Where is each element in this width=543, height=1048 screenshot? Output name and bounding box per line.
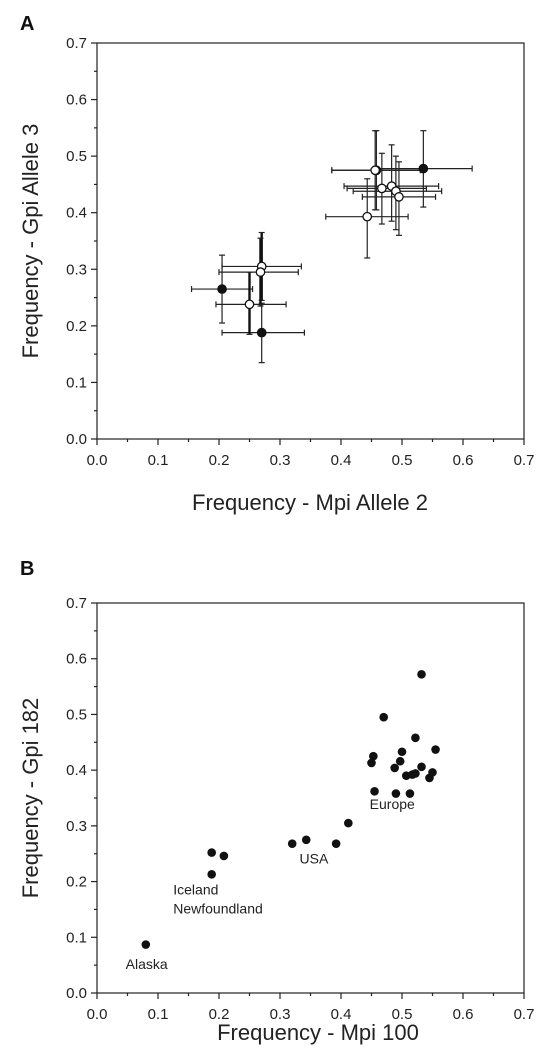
panel-b-annotation-europe: Europe xyxy=(370,796,415,812)
panel-b-y-tick-label: 0.1 xyxy=(66,929,87,946)
panel-a-y-tick-label: 0.3 xyxy=(66,261,87,278)
panel-a-y-axis-label: Frequency - Gpi Allele 3 xyxy=(18,124,43,359)
panel-b-point xyxy=(141,940,151,949)
panel-a-y-tick-label: 0.0 xyxy=(66,431,87,448)
panel-b-letter: B xyxy=(20,558,34,580)
panel-a-y-tick-label: 0.4 xyxy=(66,205,87,222)
panel-a-plot-frame xyxy=(96,42,525,440)
panel-a-y-tick-label: 0.5 xyxy=(66,148,87,165)
panel-a-filled-point xyxy=(256,327,267,338)
panel-b-point xyxy=(367,758,376,768)
panel-a-letter: A xyxy=(20,13,34,35)
panel-b-y-tick-label: 0.2 xyxy=(66,874,87,891)
panel-a-open-point xyxy=(362,211,373,222)
panel-b-point xyxy=(428,768,437,777)
panel-b-point xyxy=(219,851,229,861)
panel-b-point xyxy=(379,712,389,722)
panel-b-y-tick-label: 0.5 xyxy=(66,706,87,723)
panel-b-annotation-newfoundland: Newfoundland xyxy=(173,900,263,916)
panel-b-annotation-iceland: Iceland xyxy=(173,881,218,897)
panel-b-annotations: Europe USA Iceland Newfoundland Alaska xyxy=(126,796,415,972)
panel-a-filled-point xyxy=(418,163,429,174)
panel-a-open-point xyxy=(370,165,381,176)
panel-a-filled-point xyxy=(217,284,227,294)
panel-a-points xyxy=(217,163,429,338)
panel-b-ticks: 0.0 0.1 0.2 0.3 0.4 0.5 0.6 0.7 0.0 0.1 0.2 0.3 0.4 0… xyxy=(66,595,534,1023)
panel-b-x-tick-label: 0.5 xyxy=(392,1006,413,1023)
panel-a-open-point xyxy=(255,267,266,277)
panel-b-point xyxy=(391,789,401,798)
panel-a-x-tick-label: 0.0 xyxy=(87,452,108,469)
panel-a-open-point xyxy=(377,183,387,194)
panel-a-y-tick-label: 0.6 xyxy=(66,92,87,109)
panel-b: B 0.0 0.1 0.2 0.3 0.4 0.5 0.6 0.70.00.10.20.30.… xyxy=(18,558,534,1045)
panel-b-point xyxy=(369,751,378,761)
panel-b-point xyxy=(397,747,407,757)
panel-b-x-tick-label: 0.6 xyxy=(453,1006,474,1023)
panel-b-y-axis-label: Frequency - Gpi 182 xyxy=(18,698,43,899)
panel-b-point xyxy=(207,870,216,879)
panel-b-point xyxy=(417,670,426,679)
panel-a-x-tick-label: 0.2 xyxy=(209,452,230,469)
panel-b-point xyxy=(431,745,440,754)
panel-a-open-point xyxy=(244,299,255,310)
panel-a-x-tick-label: 0.6 xyxy=(453,452,474,469)
panel-b-point xyxy=(411,733,420,743)
panel-b-x-tick-label: 0.4 xyxy=(331,1006,352,1023)
panel-b-point xyxy=(411,769,420,778)
panel-a-error-bars xyxy=(190,130,473,364)
panel-a-y-tick-label: 0.7 xyxy=(66,35,87,52)
panel-b-point xyxy=(370,787,379,796)
panel-b-annotation-alaska: Alaska xyxy=(126,956,168,972)
panel-a-x-axis-label: Frequency - Mpi Allele 2 xyxy=(192,490,428,515)
panel-b-y-tick-label: 0.4 xyxy=(66,762,87,779)
panel-b-annotation-usa: USA xyxy=(300,851,329,867)
panel-b-points xyxy=(141,670,440,949)
panel-b-point xyxy=(395,756,405,766)
panel-b-plot-frame xyxy=(96,602,525,994)
panel-b-y-tick-label: 0.0 xyxy=(66,985,87,1002)
panel-b-y-tick-label: 0.6 xyxy=(66,651,87,668)
panel-b-point xyxy=(287,839,297,848)
panel-b-y-tick-label: 0.3 xyxy=(66,818,87,835)
panel-b-point xyxy=(301,835,311,845)
panel-a-x-tick-label: 0.7 xyxy=(514,452,535,469)
panel-b-point xyxy=(331,839,341,848)
panel-b-point xyxy=(344,818,353,828)
panel-a-ticks: 0.0 0.1 0.2 0.3 0.4 0.5 0.6 0.7 0.0 0.1 0.2 0.3 0.4 0… xyxy=(66,35,534,469)
panel-b-y-tick-label: 0.7 xyxy=(66,595,87,612)
panel-b-x-tick-label: 0.3 xyxy=(270,1006,291,1023)
panel-a-open-point xyxy=(394,192,404,202)
panel-b-point xyxy=(417,762,426,772)
panel-a-y-tick-label: 0.2 xyxy=(66,318,87,335)
panel-a-x-tick-label: 0.4 xyxy=(331,452,352,469)
panel-b-x-tick-label: 0.0 xyxy=(87,1006,108,1023)
panel-a: A 0.0 0.1 0.2 0.3 0.4 0.5 0.6 0.70.00.10.20.30.… xyxy=(18,13,534,515)
panel-a-y-tick-label: 0.1 xyxy=(66,374,87,391)
panel-b-point xyxy=(390,763,399,773)
panel-b-x-tick-label: 0.1 xyxy=(148,1006,169,1023)
panel-b-x-tick-label: 0.7 xyxy=(514,1006,535,1023)
panel-a-x-tick-label: 0.5 xyxy=(392,452,413,469)
panel-b-x-axis-label: Frequency - Mpi 100 xyxy=(217,1020,419,1045)
panel-b-point xyxy=(405,789,415,798)
panel-b-point xyxy=(207,848,216,857)
panel-a-x-tick-label: 0.3 xyxy=(270,452,291,469)
panel-b-x-tick-label: 0.2 xyxy=(209,1006,230,1023)
panel-a-x-tick-label: 0.1 xyxy=(148,452,169,469)
